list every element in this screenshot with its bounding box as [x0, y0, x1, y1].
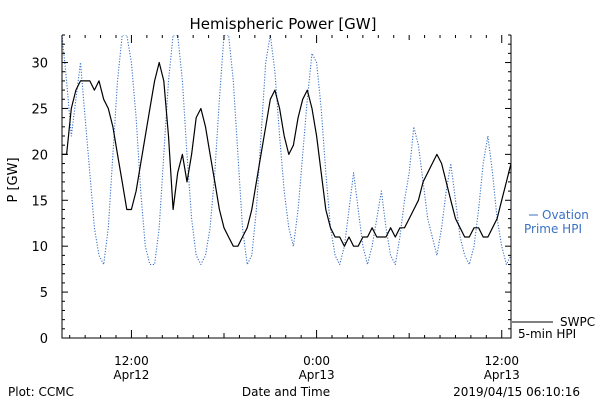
legend-ovation-line2: Prime HPI [524, 222, 582, 236]
x-tick-date-label: Apr12 [113, 368, 149, 382]
y-axis-label: P [GW] [6, 157, 21, 202]
legend-swpc-line2: 5-min HPI [518, 327, 576, 341]
chart-title: Hemispheric Power [GW] [190, 15, 377, 33]
axes: 05101520253012:00Apr120:00Apr1312:00Apr1… [31, 34, 520, 382]
legend: Ovation Prime HPI SWPC 5-min HPI [512, 208, 595, 341]
y-tick-label: 5 [40, 286, 48, 301]
y-tick-label: 30 [31, 57, 48, 72]
swpc-hpi-line [62, 61, 511, 247]
legend-swpc-line1: SWPC [560, 315, 595, 329]
plot-credit: Plot: CCMC [8, 385, 74, 399]
y-tick-label: 0 [40, 332, 48, 347]
x-tick-date-label: Apr13 [299, 368, 335, 382]
y-tick-label: 15 [31, 194, 48, 209]
ovation-hpi-line [62, 35, 511, 266]
x-tick-time-label: 0:00 [303, 354, 330, 368]
legend-ovation-line1: Ovation [542, 208, 589, 222]
y-tick-label: 10 [31, 240, 48, 255]
y-tick-label: 20 [31, 148, 48, 163]
y-tick-label: 25 [31, 102, 48, 117]
x-axis-label: Date and Time [242, 385, 330, 399]
plot-area [62, 35, 511, 266]
x-tick-time-label: 12:00 [484, 354, 519, 368]
x-tick-time-label: 12:00 [114, 354, 149, 368]
plot-frame [61, 35, 512, 339]
timestamp: 2019/04/15 06:10:16 [453, 385, 580, 399]
x-tick-date-label: Apr13 [484, 368, 520, 382]
